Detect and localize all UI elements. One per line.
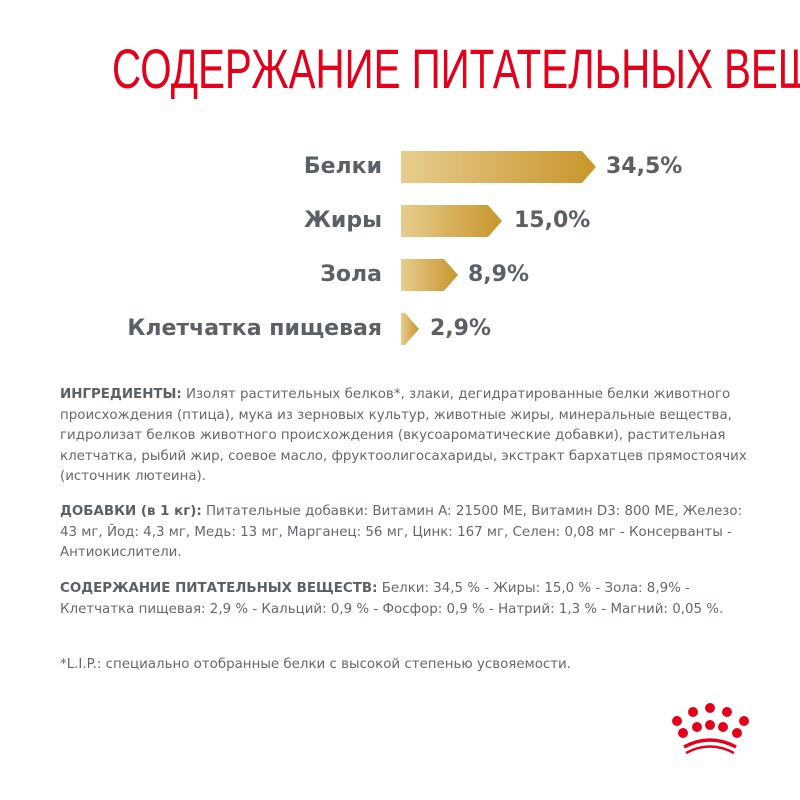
- bar-ash: [401, 259, 458, 291]
- additives-text: Питательные добавки: Витамин A: 21500 МЕ…: [60, 504, 743, 561]
- footnote: *L.I.P.: специально отобранные белки с в…: [60, 655, 750, 676]
- ingredients-paragraph: ИНГРЕДИЕНТЫ: Изолят растительных белков*…: [60, 385, 750, 488]
- bar-fiber: [401, 313, 419, 345]
- chart-row-fiber: Клетчатка пищевая 2,9%: [0, 313, 800, 345]
- bar-label: Клетчатка пищевая: [127, 316, 382, 341]
- additives-paragraph: ДОБАВКИ (в 1 кг): Питательные добавки: В…: [60, 502, 750, 564]
- chart-row-protein: Белки 34,5%: [0, 151, 800, 183]
- bar-value: 8,9%: [468, 262, 530, 287]
- nutrients-paragraph: СОДЕРЖАНИЕ ПИТАТЕЛЬНЫХ ВЕЩЕСТВ: Белки: 3…: [60, 579, 750, 620]
- bar-label: Зола: [320, 262, 382, 287]
- ingredients-text: Изолят растительных белков*, злаки, деги…: [60, 387, 747, 485]
- bar-value: 34,5%: [606, 154, 683, 179]
- page-title: СОДЕРЖАНИЕ ПИТАТЕЛЬНЫХ ВЕЩЕСТВ: [112, 37, 800, 100]
- bar-label: Жиры: [304, 208, 382, 233]
- ingredients-heading: ИНГРЕДИЕНТЫ:: [60, 387, 182, 402]
- royal-canin-crown-icon: [672, 700, 764, 762]
- nutrients-text: Белки: 34,5 % - Жиры: 15,0 % - Зола: 8,9…: [60, 581, 724, 617]
- nutrients-heading: СОДЕРЖАНИЕ ПИТАТЕЛЬНЫХ ВЕЩЕСТВ:: [60, 581, 378, 596]
- chart-row-ash: Зола 8,9%: [0, 259, 800, 291]
- bar-label: Белки: [303, 154, 382, 179]
- bar-protein: [401, 151, 596, 183]
- bar-fat: [401, 205, 502, 237]
- footnote-text: *L.I.P.: специально отобранные белки с в…: [60, 657, 572, 672]
- bar-value: 2,9%: [430, 316, 492, 341]
- additives-heading: ДОБАВКИ (в 1 кг):: [60, 504, 202, 519]
- chart-row-fat: Жиры 15,0%: [0, 205, 800, 237]
- bar-value: 15,0%: [514, 208, 591, 233]
- nutrient-bar-chart: Белки 34,5% Жиры 15,0% Зола 8,9% Клетчат…: [0, 0, 800, 360]
